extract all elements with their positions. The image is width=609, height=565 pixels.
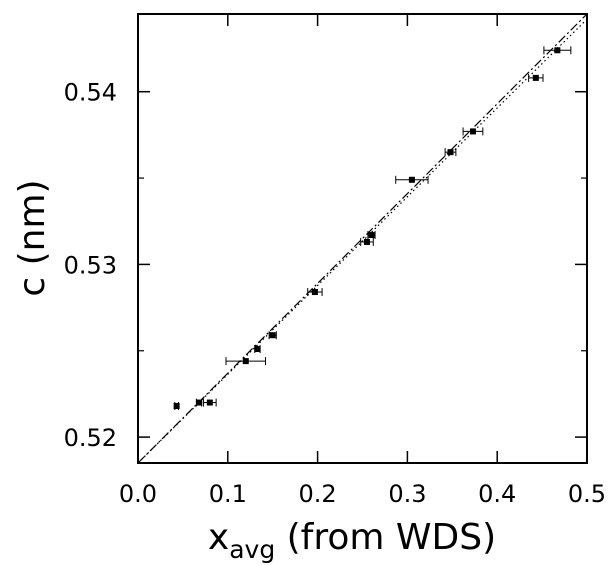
x-tick-label: 0.3 — [388, 480, 426, 508]
fit-lines — [137, 13, 588, 464]
data-point-9 — [395, 175, 429, 184]
marker — [363, 238, 370, 245]
data-point-4 — [254, 345, 261, 354]
marker — [311, 289, 318, 296]
data-point-8 — [367, 231, 376, 240]
x-axis-title-main: x — [208, 517, 229, 558]
marker — [254, 346, 261, 353]
data-point-3 — [225, 357, 267, 366]
data-point-13 — [543, 46, 572, 55]
x-tick-label: 0.4 — [478, 480, 516, 508]
marker — [368, 232, 375, 239]
x-tick-label: 0.5 — [568, 480, 606, 508]
marker — [554, 47, 561, 54]
data-point-12 — [528, 73, 544, 82]
marker — [408, 176, 415, 183]
data-point-5 — [268, 331, 277, 340]
data-point-7 — [360, 237, 374, 246]
fit-line-dotted — [137, 18, 588, 464]
data-point-11 — [462, 127, 484, 136]
marker — [269, 332, 276, 339]
data-point-6 — [307, 288, 323, 297]
x-tick-label: 0.2 — [299, 480, 337, 508]
data-points — [173, 46, 572, 411]
fit-line-dash-dot — [137, 13, 588, 464]
tick-labels: 0.0 0.1 0.2 0.3 0.4 0.5 0.52 0.53 0.54 — [64, 79, 607, 508]
y-tick-label: 0.54 — [64, 79, 117, 107]
data-point-2 — [203, 398, 217, 407]
marker — [532, 74, 539, 81]
y-axis-title: c (nm) — [12, 179, 53, 296]
data-point-0 — [173, 402, 180, 411]
y-tick-label: 0.52 — [64, 424, 117, 452]
marker — [173, 403, 180, 410]
marker — [196, 399, 203, 406]
plot-frame — [137, 13, 588, 464]
marker — [469, 128, 476, 135]
x-tick-label: 0.0 — [119, 480, 157, 508]
marker — [447, 149, 454, 156]
y-tick-label: 0.53 — [64, 251, 117, 279]
x-axis-title: xavg (from WDS) — [208, 517, 496, 564]
marker — [242, 358, 249, 365]
data-point-10 — [444, 148, 457, 157]
data-point-1 — [195, 398, 203, 407]
marker — [206, 399, 213, 406]
x-axis-title-rest: (from WDS) — [275, 517, 496, 558]
x-axis-title-subscript: avg — [229, 535, 275, 564]
x-tick-label: 0.1 — [209, 480, 247, 508]
axis-ticks — [137, 14, 588, 463]
